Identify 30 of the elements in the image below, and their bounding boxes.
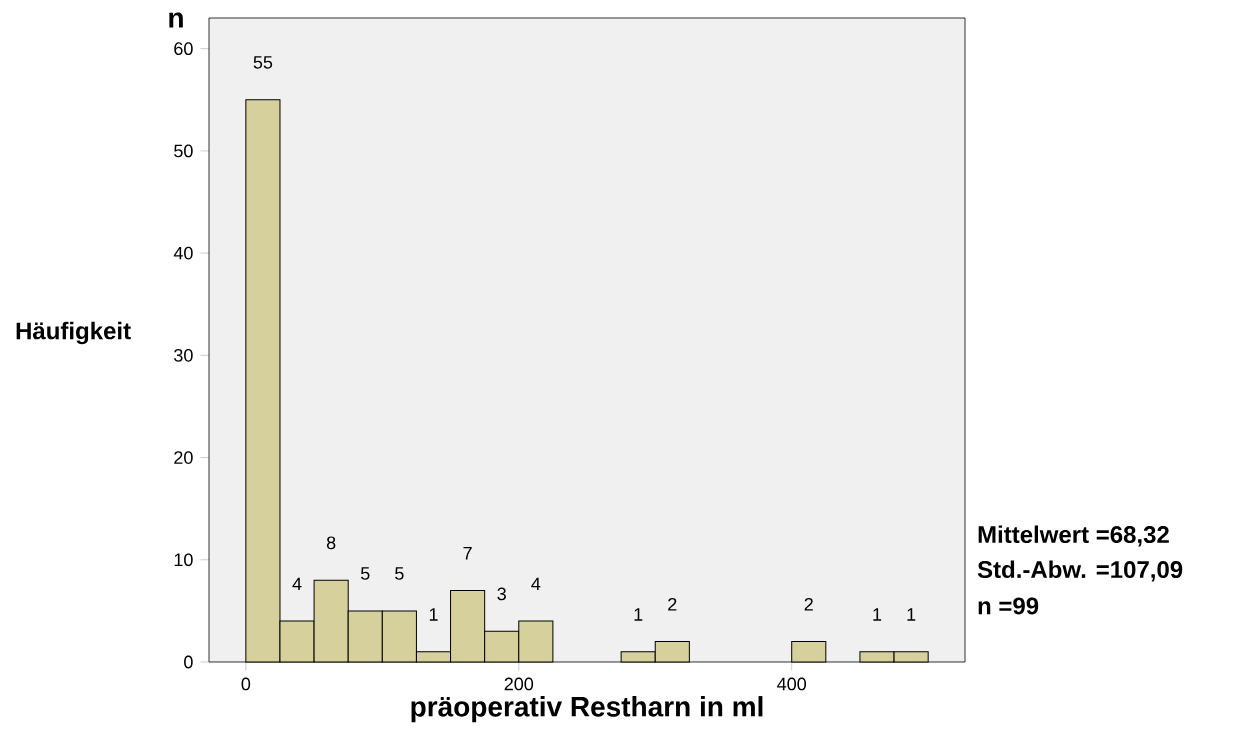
data-label: 3 — [497, 587, 506, 601]
x-tick-label: 400 — [777, 677, 807, 691]
y-tick-label: 20 — [174, 451, 193, 464]
data-label: 5 — [360, 567, 370, 580]
data-label: 7 — [463, 546, 472, 560]
y-tick-label: 0 — [184, 655, 193, 669]
y-axis-title: Häufigkeit — [16, 321, 131, 345]
data-label: 1 — [634, 608, 643, 621]
text: n =99 — [978, 597, 1039, 615]
data-label: 1 — [429, 608, 438, 621]
data-label: 55 — [253, 56, 273, 69]
data-label: 2 — [668, 597, 677, 611]
y-tick-label: 60 — [174, 42, 193, 56]
data-label: 4 — [292, 577, 302, 591]
x-tick-label: 200 — [504, 677, 534, 691]
x-tick-label: 0 — [241, 677, 251, 691]
data-label: 2 — [804, 597, 813, 611]
x-axis-title: präoperativ Restharn in ml — [411, 696, 763, 723]
y-tick-label: 10 — [174, 553, 193, 567]
data-label: 1 — [873, 608, 882, 621]
data-label: 8 — [326, 536, 336, 550]
data-label: 1 — [907, 608, 916, 621]
y-tick-label: 50 — [174, 144, 193, 158]
y-tick-label: 30 — [174, 348, 193, 362]
text: n — [169, 12, 183, 28]
text: Std.-Abw. =107,09 — [977, 560, 1183, 582]
y-tick-label: 40 — [173, 246, 193, 260]
data-label: 4 — [531, 577, 541, 591]
text: Mittelwert =68,32 — [978, 525, 1169, 547]
data-label: 5 — [395, 567, 404, 580]
